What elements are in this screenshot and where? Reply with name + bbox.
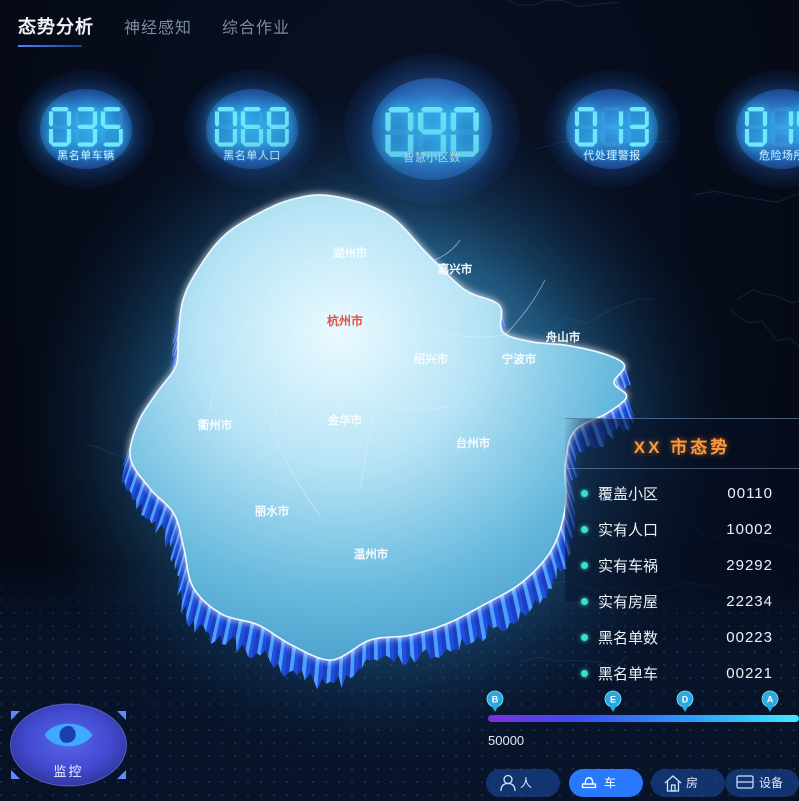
- svg-text:绍兴市: 绍兴市: [414, 352, 449, 366]
- svg-text:房: 房: [686, 775, 698, 790]
- svg-text:宁波市: 宁波市: [502, 352, 537, 366]
- svg-text:湖州市: 湖州市: [333, 246, 368, 260]
- svg-text:金华市: 金华市: [327, 413, 363, 427]
- svg-text:温州市: 温州市: [354, 547, 389, 561]
- svg-text:杭州市: 杭州市: [327, 313, 363, 328]
- svg-text:A: A: [767, 695, 774, 705]
- svg-text:B: B: [492, 695, 499, 705]
- svg-text:台州市: 台州市: [456, 436, 491, 450]
- svg-text:车: 车: [604, 775, 616, 790]
- svg-text:衢州市: 衢州市: [198, 418, 233, 432]
- svg-text:舟山市: 舟山市: [546, 330, 581, 344]
- svg-text:设备: 设备: [759, 776, 783, 790]
- svg-text:D: D: [682, 695, 689, 705]
- svg-text:嘉兴市: 嘉兴市: [437, 262, 473, 276]
- svg-text:丽水市: 丽水市: [255, 504, 290, 518]
- svg-text:E: E: [610, 695, 616, 705]
- svg-text:人: 人: [520, 776, 532, 790]
